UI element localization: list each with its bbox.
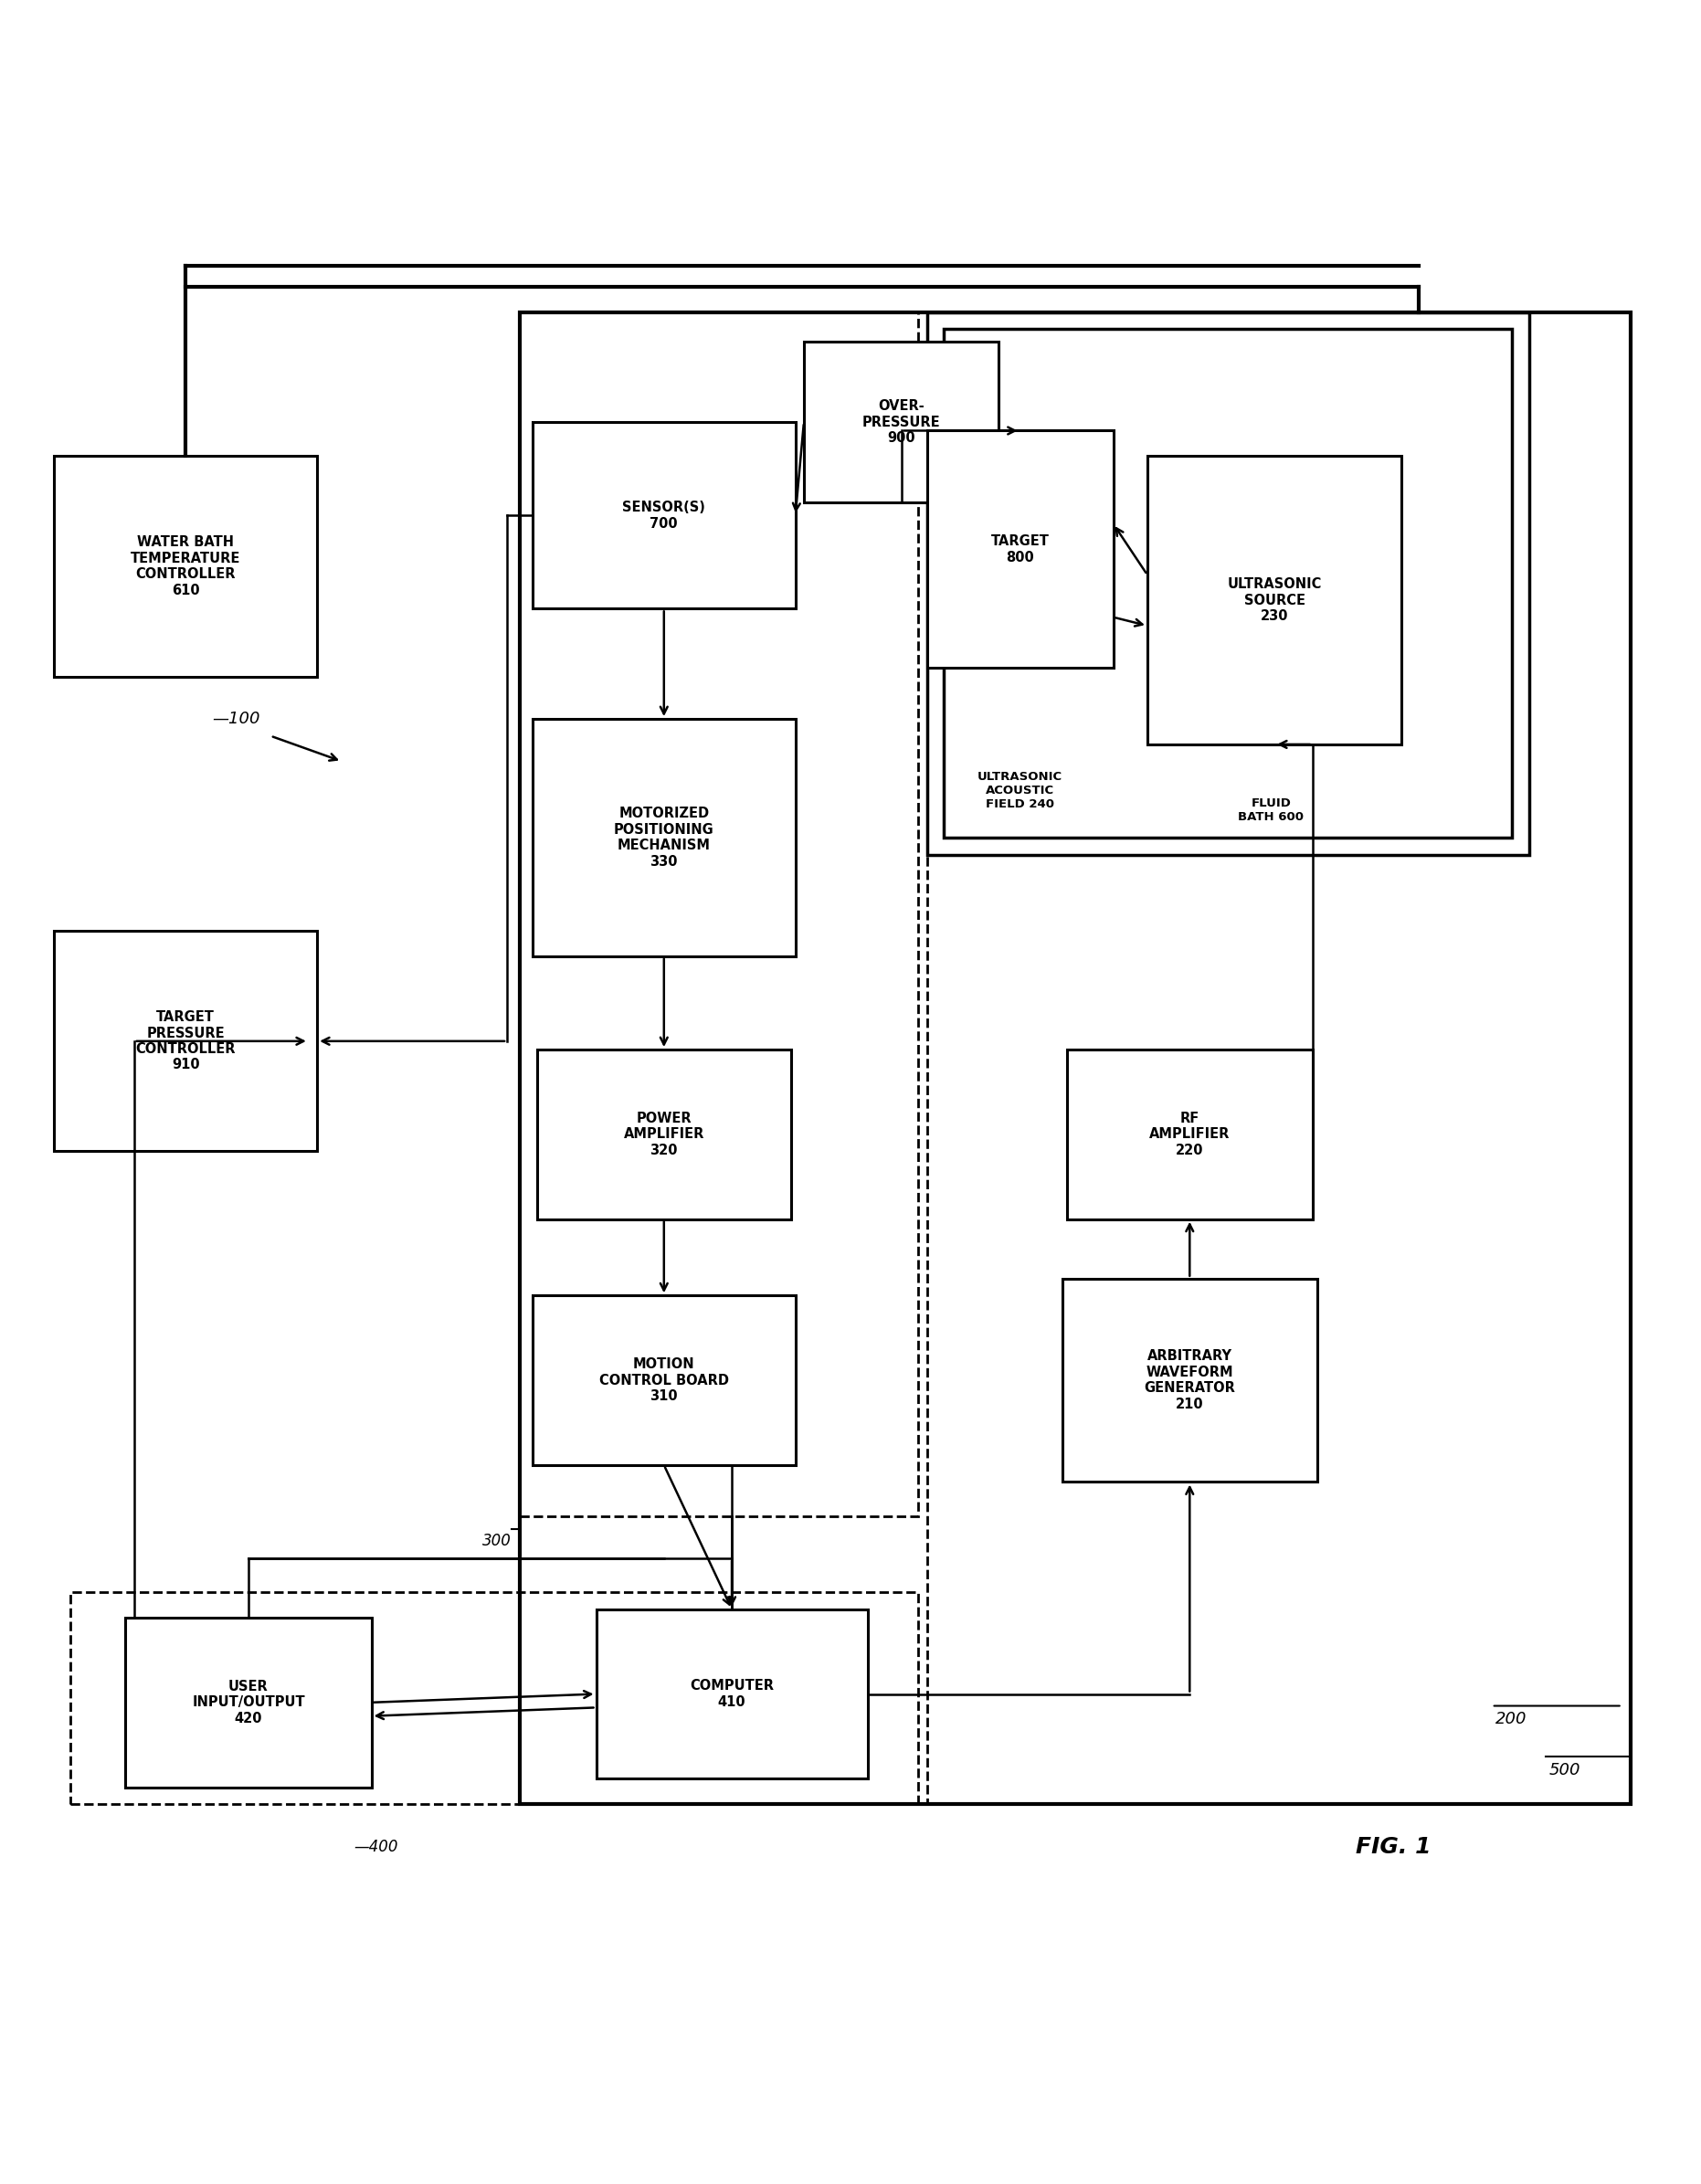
Bar (54, 930, 316, 1151)
Text: 500: 500 (1550, 1762, 1580, 1778)
Text: ULTRASONIC
SOURCE
230: ULTRASONIC SOURCE 230 (1226, 577, 1322, 622)
Text: —400: —400 (354, 1839, 398, 1854)
Text: OVER-
PRESSURE
900: OVER- PRESSURE 900 (862, 400, 941, 446)
Text: POWER
AMPLIFIER
320: POWER AMPLIFIER 320 (624, 1112, 704, 1158)
Text: MOTION
CONTROL BOARD
310: MOTION CONTROL BOARD 310 (599, 1358, 728, 1402)
Bar (532, 719, 796, 957)
Bar (1067, 1051, 1313, 1219)
Text: FIG. 1: FIG. 1 (1356, 1835, 1431, 1859)
Bar (944, 330, 1512, 839)
Text: TARGET
PRESSURE
CONTROLLER
910: TARGET PRESSURE CONTROLLER 910 (136, 1011, 236, 1072)
Bar (927, 430, 1114, 668)
Text: TARGET
800: TARGET 800 (992, 535, 1050, 563)
Text: USER
INPUT/OUTPUT
420: USER INPUT/OUTPUT 420 (192, 1679, 304, 1725)
Text: RF
AMPLIFIER
220: RF AMPLIFIER 220 (1150, 1112, 1230, 1158)
Bar (521, 312, 919, 1516)
Text: MOTORIZED
POSITIONING
MECHANISM
330: MOTORIZED POSITIONING MECHANISM 330 (614, 806, 714, 869)
Bar (927, 312, 1529, 854)
Text: —100: —100 (213, 710, 260, 727)
Text: FLUID
BATH 600: FLUID BATH 600 (1238, 797, 1305, 823)
Text: 300: 300 (481, 1533, 512, 1551)
Bar (805, 341, 998, 502)
Bar (54, 456, 316, 677)
Text: COMPUTER
410: COMPUTER 410 (691, 1679, 774, 1708)
Bar (1063, 1278, 1317, 1483)
Bar (521, 312, 1631, 1804)
Bar (538, 1051, 791, 1219)
Bar (70, 1592, 919, 1804)
Bar (126, 1618, 371, 1787)
Bar (927, 312, 1631, 1804)
Text: ULTRASONIC
ACOUSTIC
FIELD 240: ULTRASONIC ACOUSTIC FIELD 240 (978, 771, 1063, 810)
Bar (1146, 456, 1402, 745)
Text: 200: 200 (1495, 1712, 1526, 1728)
Text: ARBITRARY
WAVEFORM
GENERATOR
210: ARBITRARY WAVEFORM GENERATOR 210 (1145, 1350, 1235, 1411)
Bar (532, 1295, 796, 1465)
Text: WATER BATH
TEMPERATURE
CONTROLLER
610: WATER BATH TEMPERATURE CONTROLLER 610 (131, 535, 240, 596)
Bar (595, 1610, 868, 1778)
Bar (532, 422, 796, 609)
Text: SENSOR(S)
700: SENSOR(S) 700 (623, 500, 706, 531)
